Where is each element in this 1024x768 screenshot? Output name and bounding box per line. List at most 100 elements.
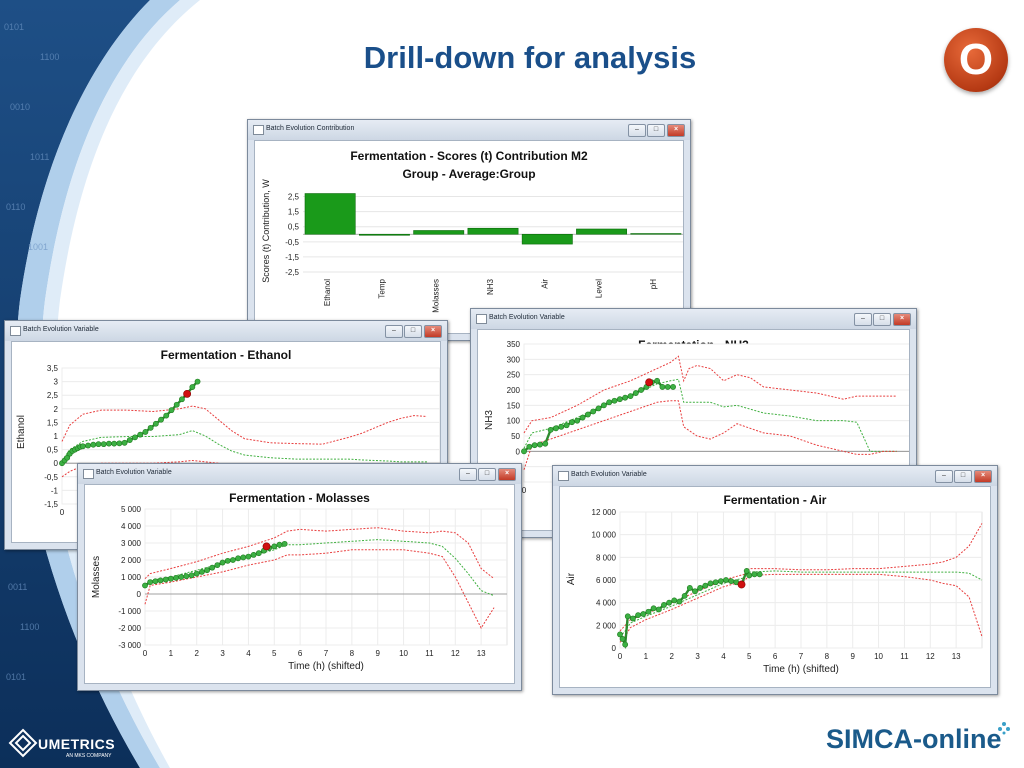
category-label: Temp (377, 278, 386, 298)
trajectory-point (193, 570, 200, 577)
x-axis-label: Time (h) (shifted) (288, 661, 364, 672)
y-tick-label: 150 (507, 401, 521, 410)
y-axis-label: Molasses (91, 556, 102, 598)
maximize-button[interactable]: □ (954, 470, 972, 483)
trajectory-point (617, 631, 623, 638)
window-title: Batch Evolution Variable (571, 471, 647, 478)
y-tick-label: 0 (137, 590, 142, 599)
close-button[interactable]: × (424, 325, 442, 338)
x-tick-label: 2 (669, 652, 674, 661)
svg-text:1100: 1100 (20, 622, 39, 632)
y-tick-label: -1,5 (285, 253, 299, 262)
trajectory-point (79, 443, 86, 450)
y-tick-label: 1,5 (47, 418, 59, 427)
y-tick-label: -3 000 (118, 641, 141, 650)
bar (521, 233, 573, 245)
contribution-window[interactable]: Batch Evolution Contribution – □ × Ferme… (247, 119, 691, 341)
y-tick-label: 3 (54, 378, 59, 387)
window-titlebar[interactable]: Batch Evolution Contribution – □ × (248, 120, 690, 140)
trajectory-point (132, 434, 138, 441)
lower-limit-line (523, 400, 897, 470)
plot-area (523, 343, 909, 483)
mean-line (144, 539, 495, 597)
trajectory-point (681, 592, 688, 599)
chart-title: Fermentation - Ethanol (160, 348, 292, 362)
trajectory-point (547, 426, 554, 433)
x-tick-label: 4 (246, 649, 251, 658)
trajectory-point (245, 553, 252, 560)
window-titlebar[interactable]: Batch Evolution Variable – □ × (553, 466, 997, 486)
x-tick-label: 4 (721, 652, 726, 661)
y-tick-label: 4 000 (121, 522, 142, 531)
minimize-button[interactable]: – (628, 124, 646, 137)
maximize-button[interactable]: □ (478, 468, 496, 481)
trajectory-point (158, 416, 164, 423)
window-titlebar[interactable]: Batch Evolution Variable – □ × (471, 309, 916, 329)
minimize-button[interactable]: – (385, 325, 403, 338)
window-icon (558, 471, 569, 481)
y-tick-label: 0 (54, 459, 59, 468)
trajectory-point (590, 408, 597, 415)
air-window[interactable]: Batch Evolution Variable – □ × Fermentat… (552, 465, 998, 695)
molasses-chart: 5 000 4 000 3 000 2 000 1 000 0 -1 000 -2 000 -3… (91, 505, 508, 672)
lower-limit-line (619, 573, 983, 643)
y-tick-label: 2 000 (596, 621, 617, 630)
x-tick-label: 7 (324, 649, 329, 658)
x-tick-label: 8 (825, 652, 830, 661)
trajectory-point (537, 441, 543, 448)
window-titlebar[interactable]: Batch Evolution Variable – □ × (78, 464, 521, 484)
y-tick-label: 6 000 (596, 576, 617, 585)
mean-line (61, 430, 427, 463)
trajectory-point (728, 578, 735, 585)
x-tick-label: 3 (220, 649, 225, 658)
trajectory-point (100, 441, 107, 448)
trajectory-point (219, 559, 226, 566)
trajectory-point (90, 441, 97, 448)
close-button[interactable]: × (974, 470, 992, 483)
trajectory-point (250, 552, 257, 558)
slide-title: Drill-down for analysis (363, 40, 697, 75)
window-titlebar[interactable]: Batch Evolution Variable – □ × (5, 321, 447, 341)
y-tick-label: -2,5 (285, 268, 299, 277)
y-axis-label: Air (566, 572, 577, 585)
trajectory-point (531, 442, 538, 449)
trajectory-point (178, 574, 185, 580)
trajectory-point (240, 554, 247, 561)
trajectory-point (106, 440, 112, 447)
x-tick-label: 5 (272, 649, 277, 658)
close-button[interactable]: × (893, 313, 911, 326)
close-button[interactable]: × (498, 468, 516, 481)
maximize-button[interactable]: □ (404, 325, 422, 338)
category-label: NH3 (486, 278, 495, 295)
close-button[interactable]: × (667, 124, 685, 137)
upper-limit-line (523, 355, 897, 434)
trajectory-point (198, 569, 205, 575)
upper-limit-line (61, 405, 427, 445)
trajectory-point (606, 399, 613, 406)
trajectory-point (168, 407, 175, 414)
x-tick-label: 12 (451, 649, 460, 658)
window-title: Batch Evolution Contribution (266, 125, 355, 132)
molasses-window[interactable]: Batch Evolution Variable – □ × Fermentat… (77, 463, 522, 691)
trajectory-point (569, 419, 575, 426)
brand-badge: O (944, 28, 1008, 92)
trajectory-point (167, 575, 174, 582)
category-label: Level (595, 279, 604, 298)
trajectory-point (188, 572, 195, 579)
y-tick-label: -2 000 (118, 624, 141, 633)
maximize-button[interactable]: □ (873, 313, 891, 326)
minimize-button[interactable]: – (935, 470, 953, 483)
window-icon (10, 326, 21, 336)
maximize-button[interactable]: □ (647, 124, 665, 137)
bar (467, 227, 519, 235)
umetrics-icon (8, 728, 38, 758)
trajectory-point (173, 574, 179, 581)
trajectory-point (686, 585, 693, 591)
trajectory-point (666, 599, 673, 606)
trajectory-point (157, 577, 164, 584)
minimize-button[interactable]: – (459, 468, 477, 481)
x-tick-label: 11 (425, 649, 434, 658)
minimize-button[interactable]: – (854, 313, 872, 326)
x-tick-label: 9 (850, 652, 855, 661)
